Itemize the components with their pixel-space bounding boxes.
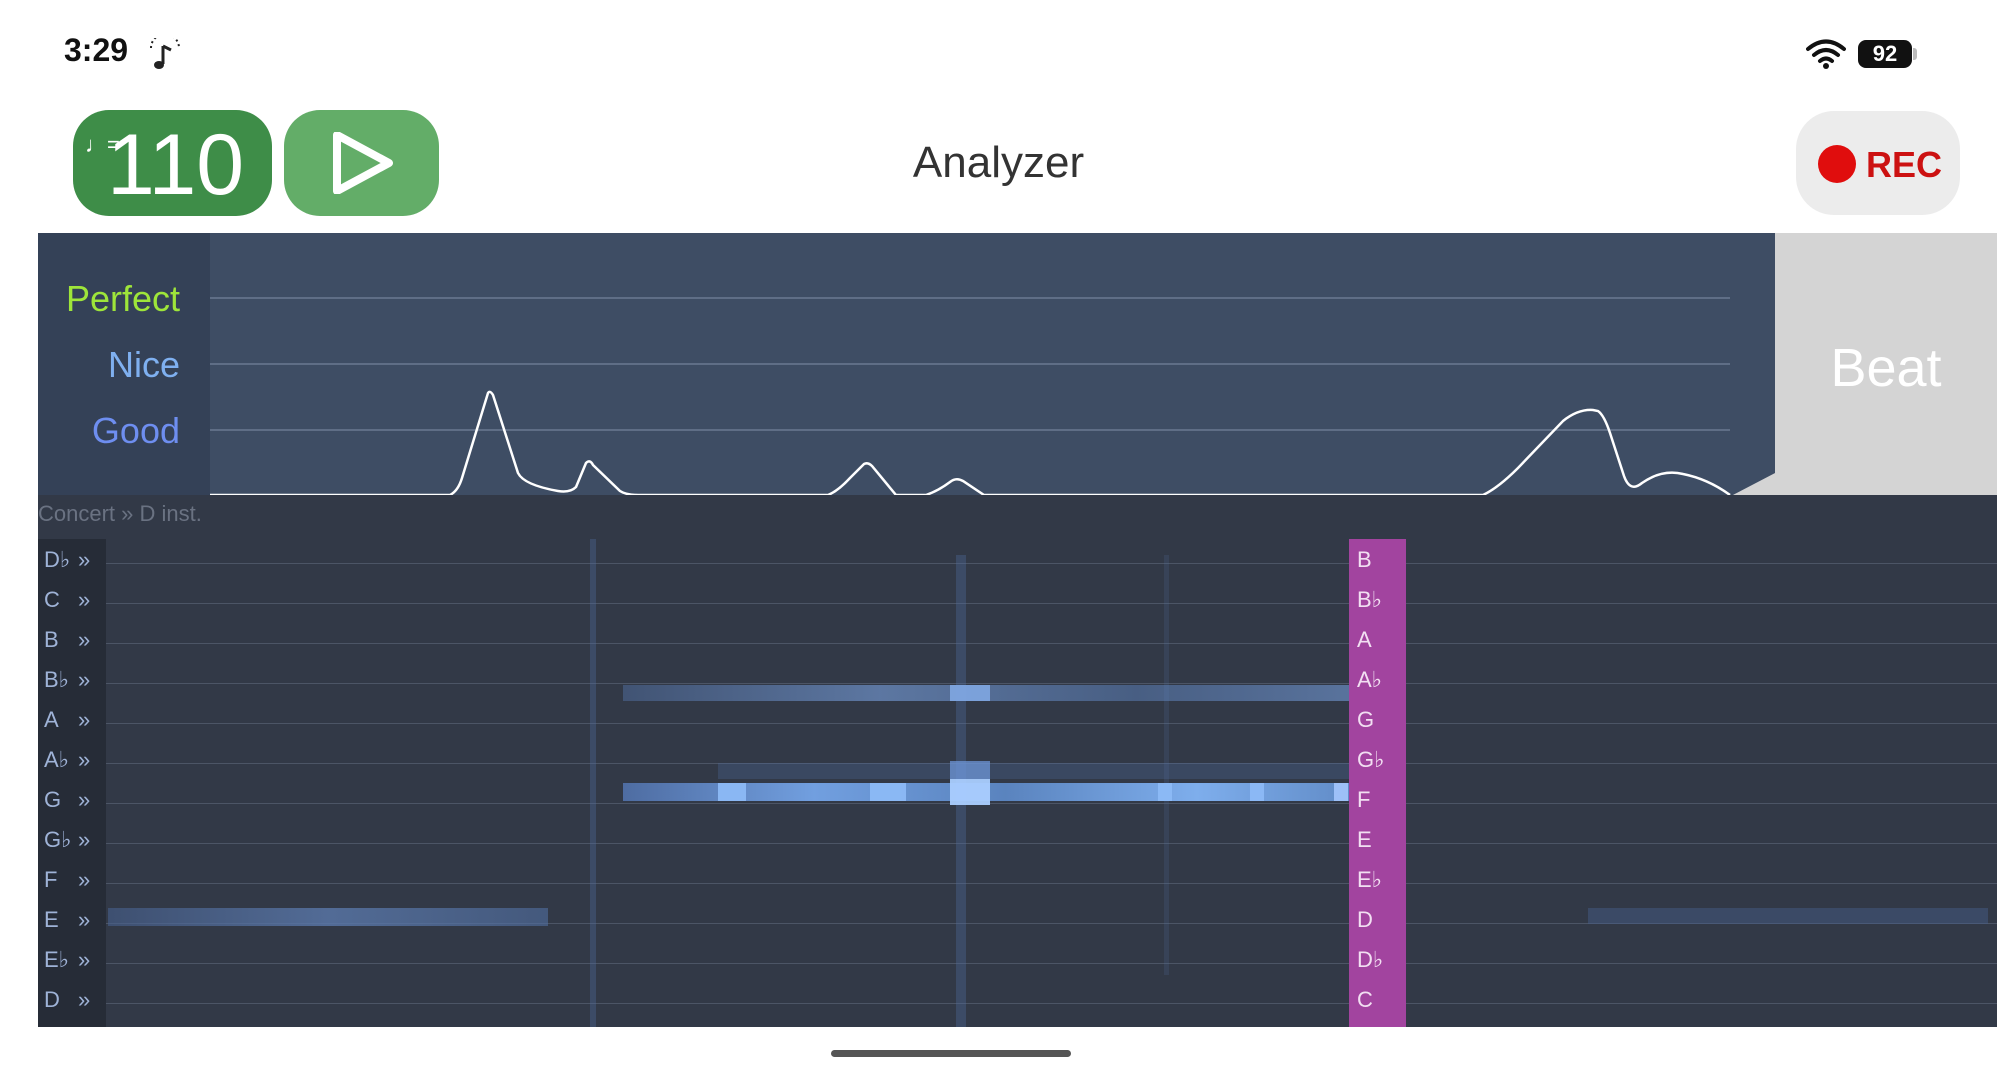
concert-note-label: G♭ xyxy=(44,827,72,852)
row-marker: » xyxy=(78,667,91,692)
concert-note-label: G xyxy=(44,787,62,812)
instrument-note-label: A xyxy=(1357,627,1372,652)
row-divider xyxy=(106,603,1997,604)
instrument-note-label: G xyxy=(1357,707,1375,732)
concert-note-label: B xyxy=(44,627,59,652)
instrument-note-label: A♭ xyxy=(1357,667,1383,692)
timing-analyzer: Perfect Nice Good xyxy=(38,233,1997,495)
battery-tip xyxy=(1913,48,1917,60)
row-marker: » xyxy=(78,867,91,892)
beat-panel: Beat xyxy=(1775,233,1997,495)
concert-note-label: C xyxy=(44,587,60,612)
row-divider xyxy=(106,763,1997,764)
pitch-energy-peak xyxy=(718,783,746,801)
battery-level: 92 xyxy=(1858,40,1912,68)
pitch-energy-peak xyxy=(1158,783,1172,801)
onset-streak xyxy=(1164,555,1169,975)
concert-note-label: D♭ xyxy=(44,547,71,572)
instrument-note-label: F xyxy=(1357,787,1371,812)
beat-panel-notch xyxy=(1731,472,1777,496)
concert-note-label: F xyxy=(44,867,58,892)
concert-note-label: D xyxy=(44,987,60,1012)
status-time: 3:29 xyxy=(64,32,129,68)
metronome-status-icon xyxy=(145,33,185,72)
row-divider xyxy=(106,963,1997,964)
status-bar: 3:29 92 xyxy=(0,0,1997,100)
onset-streak xyxy=(590,539,596,1027)
row-marker: » xyxy=(78,787,91,812)
row-marker: » xyxy=(78,827,91,852)
tempo-value: 110 xyxy=(107,117,245,213)
battery-icon: 92 xyxy=(1858,38,1918,70)
pitch-energy-cell xyxy=(1588,908,1988,924)
pitch-energy-peak xyxy=(870,783,906,801)
playhead-note-column: B B♭ A A♭ G G♭ F E E♭ D D♭ C xyxy=(1349,539,1406,1027)
pitch-energy-cell xyxy=(718,763,1388,779)
row-divider xyxy=(106,923,1997,924)
pitch-energy-peak xyxy=(950,779,990,805)
instrument-note-label: C xyxy=(1357,987,1373,1012)
tempo-note-icon: ♩= xyxy=(85,132,120,157)
grade-nice: Nice xyxy=(107,344,180,385)
record-label: REC xyxy=(1866,144,1943,185)
instrument-note-label: D♭ xyxy=(1357,947,1384,972)
row-marker: » xyxy=(78,587,91,612)
grade-labels: Perfect Nice Good xyxy=(38,233,210,495)
row-divider xyxy=(106,643,1997,644)
row-marker: » xyxy=(78,627,91,652)
row-marker: » xyxy=(78,987,91,1012)
pitch-energy-cell xyxy=(108,908,548,926)
row-marker: » xyxy=(78,707,91,732)
instrument-note-label: D xyxy=(1357,907,1373,932)
row-divider xyxy=(106,683,1997,684)
row-marker: » xyxy=(78,947,91,972)
concert-note-label: E xyxy=(44,907,59,932)
concert-note-label: B♭ xyxy=(44,667,70,692)
play-button[interactable] xyxy=(284,110,439,216)
tempo-button[interactable]: ♩= 110 xyxy=(73,110,272,216)
concert-note-label: E♭ xyxy=(44,947,70,972)
row-marker: » xyxy=(78,547,91,572)
row-divider xyxy=(106,563,1997,564)
row-divider xyxy=(106,843,1997,844)
instrument-note-label: B♭ xyxy=(1357,587,1383,612)
pitch-energy-cell xyxy=(623,783,1388,801)
home-indicator[interactable] xyxy=(831,1050,1071,1057)
row-divider xyxy=(106,883,1997,884)
beat-label: Beat xyxy=(1830,338,1942,398)
record-button[interactable]: REC xyxy=(1796,111,1960,215)
wifi-icon xyxy=(1806,38,1846,70)
row-marker: » xyxy=(78,747,91,772)
page-title: Analyzer xyxy=(912,138,1085,187)
row-marker: » xyxy=(78,907,91,932)
transpose-mode-label[interactable]: Concert » D inst. xyxy=(38,501,202,526)
grade-perfect: Perfect xyxy=(65,278,180,319)
record-dot-icon xyxy=(1818,145,1856,183)
instrument-note-label: E xyxy=(1357,827,1372,852)
play-icon xyxy=(333,132,393,194)
concert-note-label: A xyxy=(44,707,59,732)
pitch-energy-cell xyxy=(623,685,1393,701)
row-divider xyxy=(106,1003,1997,1004)
pitch-spectrogram: Concert » D inst. D♭ » C » B » B♭ » A » A♭ » G… xyxy=(38,495,1997,1027)
concert-note-label: A♭ xyxy=(44,747,70,772)
timing-graph xyxy=(210,297,1731,495)
instrument-note-label: E♭ xyxy=(1357,867,1383,892)
grade-good: Good xyxy=(91,410,180,451)
row-divider xyxy=(106,723,1997,724)
pitch-energy-cell xyxy=(950,761,990,779)
instrument-note-label: G♭ xyxy=(1357,747,1385,772)
pitch-energy-peak xyxy=(1334,783,1348,801)
pitch-energy-peak xyxy=(1250,783,1264,801)
pitch-energy-peak xyxy=(950,685,990,701)
concert-note-column: D♭» C» B» B♭» A» A♭» G» G♭» F» E» E♭» D» xyxy=(38,539,106,1027)
row-divider xyxy=(106,803,1997,804)
instrument-note-label: B xyxy=(1357,547,1372,572)
